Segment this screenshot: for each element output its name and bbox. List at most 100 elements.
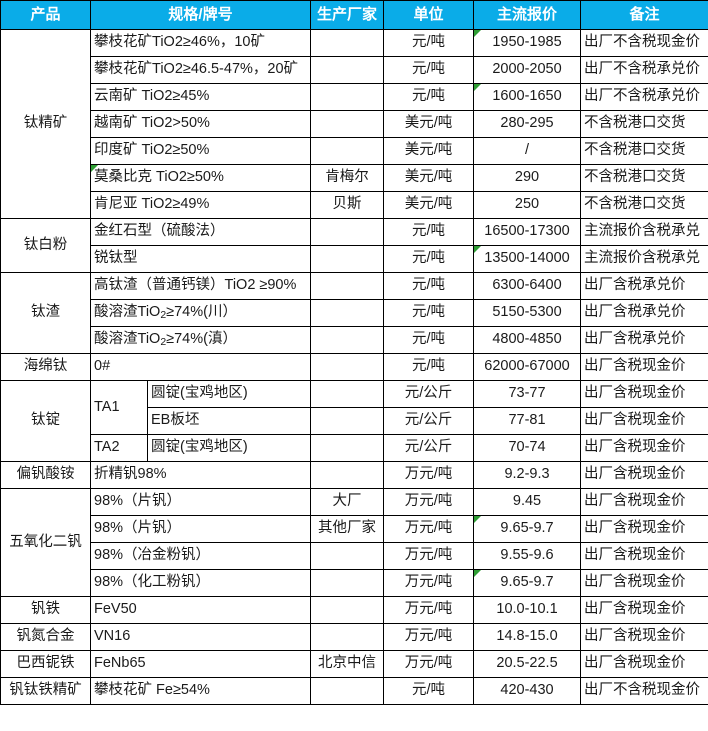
price-cell[interactable]: 9.45 (473, 488, 582, 516)
price-cell[interactable]: 1950-1985 (473, 29, 582, 57)
manufacturer-cell[interactable]: 肯梅尔 (310, 164, 385, 192)
price-cell[interactable]: 20.5-22.5 (473, 650, 582, 678)
price-cell[interactable]: 9.55-9.6 (473, 542, 582, 570)
unit-cell[interactable]: 美元/吨 (383, 137, 475, 165)
manufacturer-cell[interactable] (310, 407, 385, 435)
unit-cell[interactable]: 万元/吨 (383, 623, 475, 651)
spec-cell[interactable]: 98%（化工粉钒） (89, 569, 312, 597)
spec-cell[interactable]: 攀枝花矿TiO2≥46.5-47%，20矿 (89, 56, 312, 84)
spec-cell[interactable]: 折精钒98% (89, 461, 312, 489)
price-cell[interactable]: / (473, 137, 582, 165)
note-cell[interactable]: 出厂不含税承兑价 (580, 83, 708, 111)
unit-cell[interactable]: 万元/吨 (383, 569, 475, 597)
spec-cell[interactable]: 攀枝花矿 Fe≥54% (89, 677, 312, 705)
price-cell[interactable]: 5150-5300 (473, 299, 582, 327)
column-header-manufacturer[interactable]: 生产厂家 (310, 0, 385, 30)
spec-cell[interactable]: 金红石型（硫酸法） (89, 218, 312, 246)
unit-cell[interactable]: 元/吨 (383, 218, 475, 246)
note-cell[interactable]: 出厂含税现金价 (580, 596, 708, 624)
unit-cell[interactable]: 万元/吨 (383, 650, 475, 678)
unit-cell[interactable]: 元/吨 (383, 677, 475, 705)
manufacturer-cell[interactable]: 大厂 (310, 488, 385, 516)
price-cell[interactable]: 9.65-9.7 (473, 515, 582, 543)
manufacturer-cell[interactable] (310, 299, 385, 327)
column-header-unit[interactable]: 单位 (383, 0, 475, 30)
manufacturer-cell[interactable] (310, 56, 385, 84)
unit-cell[interactable]: 元/吨 (383, 326, 475, 354)
product-name-cell[interactable]: 钒铁 (0, 596, 91, 624)
spec-cell[interactable]: 98%（片钒） (89, 515, 312, 543)
unit-cell[interactable]: 元/吨 (383, 245, 475, 273)
price-cell[interactable]: 290 (473, 164, 582, 192)
note-cell[interactable]: 主流报价含税承兑 (580, 218, 708, 246)
spec-cell[interactable]: FeV50 (89, 596, 312, 624)
product-name-cell[interactable]: 钛白粉 (0, 218, 91, 273)
spec-cell[interactable]: 98%（冶金粉钒） (89, 542, 312, 570)
note-cell[interactable]: 出厂含税现金价 (580, 569, 708, 597)
manufacturer-cell[interactable] (310, 461, 385, 489)
manufacturer-cell[interactable]: 北京中信 (310, 650, 385, 678)
spec-cell[interactable]: 越南矿 TiO2>50% (89, 110, 312, 138)
price-cell[interactable]: 70-74 (473, 434, 582, 462)
note-cell[interactable]: 出厂含税现金价 (580, 380, 708, 408)
spec-cell[interactable]: 酸溶渣TiO2≥74%(川） (89, 299, 312, 327)
grade-cell[interactable]: TA1 (90, 380, 148, 435)
manufacturer-cell[interactable] (310, 434, 385, 462)
unit-cell[interactable]: 万元/吨 (383, 515, 475, 543)
unit-cell[interactable]: 元/吨 (383, 83, 475, 111)
product-name-cell[interactable]: 钛精矿 (0, 29, 91, 219)
unit-cell[interactable]: 元/公斤 (383, 380, 475, 408)
note-cell[interactable]: 出厂含税承兑价 (580, 326, 708, 354)
price-cell[interactable]: 250 (473, 191, 582, 219)
unit-cell[interactable]: 元/吨 (383, 299, 475, 327)
spec-cell[interactable]: 酸溶渣TiO2≥74%(滇） (89, 326, 312, 354)
unit-cell[interactable]: 元/吨 (383, 353, 475, 381)
manufacturer-cell[interactable] (310, 380, 385, 408)
note-cell[interactable]: 出厂含税现金价 (580, 434, 708, 462)
note-cell[interactable]: 出厂不含税现金价 (580, 29, 708, 57)
product-name-cell[interactable]: 钒钛铁精矿 (0, 677, 91, 705)
manufacturer-cell[interactable] (310, 569, 385, 597)
unit-cell[interactable]: 美元/吨 (383, 191, 475, 219)
manufacturer-cell[interactable] (310, 353, 385, 381)
price-cell[interactable]: 62000-67000 (473, 353, 582, 381)
manufacturer-cell[interactable] (310, 83, 385, 111)
note-cell[interactable]: 不含税港口交货 (580, 137, 708, 165)
product-name-cell[interactable]: 海绵钛 (0, 353, 91, 381)
spec-cell[interactable]: 攀枝花矿TiO2≥46%，10矿 (89, 29, 312, 57)
note-cell[interactable]: 不含税港口交货 (580, 191, 708, 219)
price-cell[interactable]: 14.8-15.0 (473, 623, 582, 651)
price-cell[interactable]: 1600-1650 (473, 83, 582, 111)
unit-cell[interactable]: 万元/吨 (383, 596, 475, 624)
note-cell[interactable]: 出厂含税承兑价 (580, 272, 708, 300)
unit-cell[interactable]: 元/吨 (383, 56, 475, 84)
unit-cell[interactable]: 万元/吨 (383, 461, 475, 489)
spec-cell[interactable]: VN16 (89, 623, 312, 651)
price-cell[interactable]: 420-430 (473, 677, 582, 705)
price-cell[interactable]: 10.0-10.1 (473, 596, 582, 624)
product-name-cell[interactable]: 五氧化二钒 (0, 488, 91, 597)
spec-cell[interactable]: 肯尼亚 TiO2≥49% (89, 191, 312, 219)
note-cell[interactable]: 出厂含税现金价 (580, 407, 708, 435)
unit-cell[interactable]: 元/公斤 (383, 407, 475, 435)
product-name-cell[interactable]: 钒氮合金 (0, 623, 91, 651)
note-cell[interactable]: 出厂含税现金价 (580, 515, 708, 543)
unit-cell[interactable]: 美元/吨 (383, 110, 475, 138)
manufacturer-cell[interactable] (310, 245, 385, 273)
manufacturer-cell[interactable] (310, 326, 385, 354)
spec-cell[interactable]: 印度矿 TiO2≥50% (89, 137, 312, 165)
note-cell[interactable]: 出厂不含税承兑价 (580, 56, 708, 84)
spec-cell[interactable]: 莫桑比克 TiO2≥50% (89, 164, 312, 192)
grade-cell[interactable]: TA2 (90, 434, 148, 462)
price-cell[interactable]: 9.65-9.7 (473, 569, 582, 597)
note-cell[interactable]: 出厂含税现金价 (580, 650, 708, 678)
price-cell[interactable]: 73-77 (473, 380, 582, 408)
manufacturer-cell[interactable] (310, 596, 385, 624)
manufacturer-cell[interactable]: 其他厂家 (310, 515, 385, 543)
unit-cell[interactable]: 元/吨 (383, 29, 475, 57)
manufacturer-cell[interactable] (310, 29, 385, 57)
note-cell[interactable]: 出厂含税现金价 (580, 542, 708, 570)
note-cell[interactable]: 出厂含税承兑价 (580, 299, 708, 327)
price-cell[interactable]: 13500-14000 (473, 245, 582, 273)
manufacturer-cell[interactable] (310, 542, 385, 570)
